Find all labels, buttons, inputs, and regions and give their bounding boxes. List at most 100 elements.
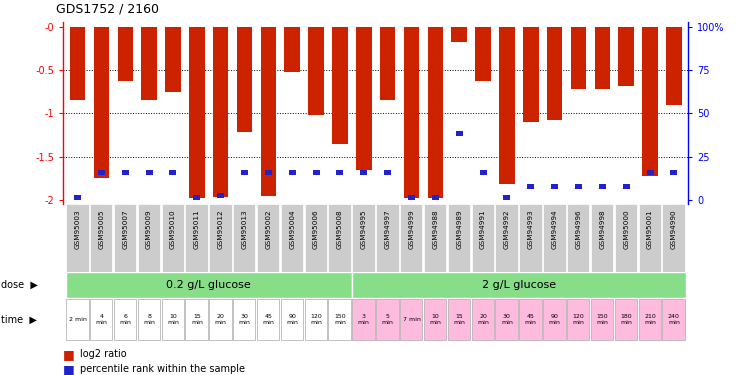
Bar <box>170 170 176 175</box>
Bar <box>213 27 228 198</box>
Text: 90
min: 90 min <box>548 315 560 325</box>
FancyBboxPatch shape <box>496 299 518 340</box>
Text: 210
min: 210 min <box>644 315 656 325</box>
Bar <box>332 27 347 144</box>
FancyBboxPatch shape <box>209 299 231 340</box>
Bar <box>452 27 467 42</box>
FancyBboxPatch shape <box>567 204 589 272</box>
Bar <box>384 170 391 175</box>
Text: 15
min: 15 min <box>191 315 203 325</box>
Text: ■: ■ <box>63 363 75 375</box>
Text: GSM95012: GSM95012 <box>218 210 224 249</box>
Bar <box>193 195 200 200</box>
FancyBboxPatch shape <box>543 299 565 340</box>
Bar <box>456 131 463 136</box>
Bar <box>289 170 295 175</box>
FancyBboxPatch shape <box>257 299 279 340</box>
FancyBboxPatch shape <box>114 204 136 272</box>
Text: 45
min: 45 min <box>525 315 536 325</box>
Bar <box>94 27 109 178</box>
FancyBboxPatch shape <box>161 299 184 340</box>
FancyBboxPatch shape <box>472 204 494 272</box>
Text: GSM95000: GSM95000 <box>623 210 629 249</box>
FancyBboxPatch shape <box>472 299 494 340</box>
Bar <box>571 27 586 89</box>
Bar <box>118 27 133 81</box>
Text: 15
min: 15 min <box>453 315 465 325</box>
Text: GSM95001: GSM95001 <box>647 210 653 249</box>
Bar <box>70 27 86 100</box>
Bar <box>141 27 157 100</box>
Text: 0.2 g/L glucose: 0.2 g/L glucose <box>167 280 251 290</box>
Bar <box>666 27 682 105</box>
Text: GSM94992: GSM94992 <box>504 210 510 249</box>
Bar <box>523 27 539 122</box>
Text: 90
min: 90 min <box>286 315 298 325</box>
Bar <box>98 170 105 175</box>
Bar <box>237 27 252 132</box>
Bar <box>527 184 534 189</box>
Text: GSM94990: GSM94990 <box>671 210 677 249</box>
Bar <box>475 27 491 81</box>
FancyBboxPatch shape <box>138 299 160 340</box>
FancyBboxPatch shape <box>257 204 279 272</box>
Bar <box>480 170 487 175</box>
Bar <box>599 184 606 189</box>
Text: percentile rank within the sample: percentile rank within the sample <box>80 364 245 374</box>
FancyBboxPatch shape <box>543 204 565 272</box>
FancyBboxPatch shape <box>615 204 637 272</box>
Text: GSM95004: GSM95004 <box>289 210 295 249</box>
FancyBboxPatch shape <box>209 204 231 272</box>
FancyBboxPatch shape <box>280 204 304 272</box>
Text: GSM95002: GSM95002 <box>266 210 272 249</box>
Text: GSM94993: GSM94993 <box>527 210 533 249</box>
Text: 150
min: 150 min <box>597 315 609 325</box>
Bar <box>165 27 181 92</box>
FancyBboxPatch shape <box>400 299 423 340</box>
Text: GSM95006: GSM95006 <box>313 210 319 249</box>
Bar <box>336 170 344 175</box>
FancyBboxPatch shape <box>185 204 208 272</box>
FancyBboxPatch shape <box>353 204 375 272</box>
Text: dose  ▶: dose ▶ <box>1 280 39 290</box>
Bar <box>499 27 515 184</box>
FancyBboxPatch shape <box>352 272 686 298</box>
Text: 150
min: 150 min <box>334 315 346 325</box>
FancyBboxPatch shape <box>591 204 613 272</box>
Bar <box>428 27 443 198</box>
Text: GSM95005: GSM95005 <box>98 210 104 249</box>
Text: GSM95009: GSM95009 <box>146 210 152 249</box>
FancyBboxPatch shape <box>638 299 661 340</box>
Text: 7 min: 7 min <box>403 317 420 322</box>
Text: time  ▶: time ▶ <box>1 315 37 325</box>
Text: 30
min: 30 min <box>239 315 251 325</box>
Text: 240
min: 240 min <box>668 315 680 325</box>
Text: 2 g/L glucose: 2 g/L glucose <box>482 280 556 290</box>
Bar <box>217 193 224 198</box>
Text: GSM95007: GSM95007 <box>122 210 128 249</box>
Text: 30
min: 30 min <box>501 315 513 325</box>
Bar <box>74 195 81 200</box>
FancyBboxPatch shape <box>567 299 589 340</box>
FancyBboxPatch shape <box>161 204 184 272</box>
Text: 8
min: 8 min <box>143 315 155 325</box>
Bar <box>260 27 276 196</box>
Text: GSM94999: GSM94999 <box>408 210 414 249</box>
FancyBboxPatch shape <box>138 204 160 272</box>
Bar <box>594 27 610 89</box>
Text: GSM94995: GSM94995 <box>361 210 367 249</box>
Text: GSM94994: GSM94994 <box>551 210 557 249</box>
FancyBboxPatch shape <box>448 204 470 272</box>
Text: GSM94998: GSM94998 <box>600 210 606 249</box>
Bar <box>642 27 658 176</box>
FancyBboxPatch shape <box>615 299 637 340</box>
Bar <box>623 184 629 189</box>
Text: 45
min: 45 min <box>263 315 275 325</box>
Bar <box>356 27 371 170</box>
FancyBboxPatch shape <box>519 299 542 340</box>
Text: GSM95013: GSM95013 <box>242 210 248 249</box>
Bar <box>575 184 582 189</box>
Text: GSM94989: GSM94989 <box>456 210 462 249</box>
FancyBboxPatch shape <box>519 204 542 272</box>
Text: GSM95010: GSM95010 <box>170 210 176 249</box>
